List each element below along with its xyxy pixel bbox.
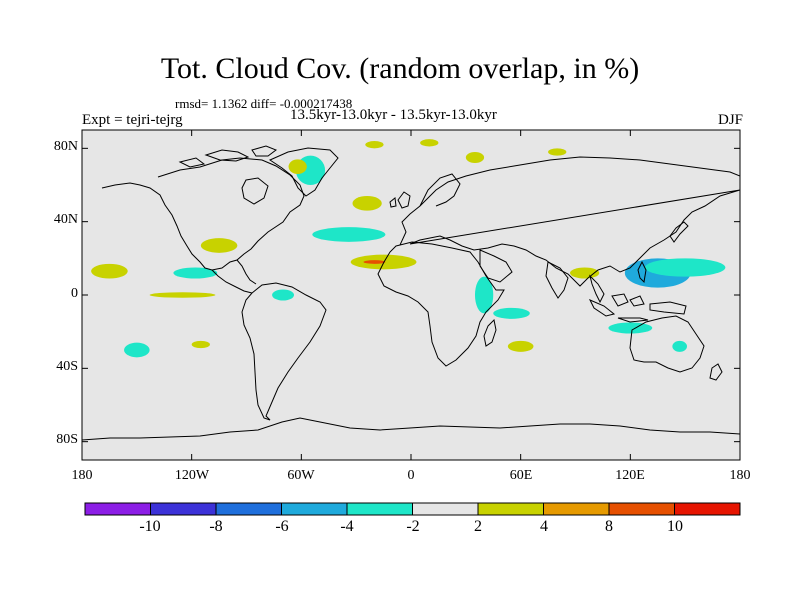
x-tick-label: 180: [729, 468, 751, 483]
axis-ticks: [81, 130, 741, 460]
colorbar-segment: [674, 502, 741, 516]
colorbar-segment: [281, 502, 348, 516]
colorbar-label: 10: [667, 518, 683, 535]
colorbar-segment: [346, 502, 413, 516]
anomaly-west-pacific-edge: [644, 258, 726, 277]
coast-gulf: [236, 259, 257, 285]
y-tick-label: 80S: [56, 432, 78, 447]
anomaly-pacific-n-pos: [91, 263, 128, 279]
anomaly-atlantic-north-neg: [312, 227, 386, 242]
colorbar-label: 8: [605, 518, 613, 535]
anomaly-pacific-c-neg: [173, 267, 218, 279]
colorbar-label: 4: [540, 518, 548, 535]
coast-philippines: [637, 260, 647, 284]
colorbar-segment: [477, 502, 544, 516]
colorbar-label: -4: [340, 518, 354, 535]
coast-greenland: [268, 147, 339, 197]
coast-australia: [629, 315, 705, 373]
colorbar-label: -6: [275, 518, 289, 535]
x-tick-label: 120W: [174, 468, 210, 483]
coast-africa: [377, 241, 505, 367]
x-tick-label: 180: [71, 468, 93, 483]
colorbar-segment: [412, 502, 479, 516]
y-tick-label: 80N: [53, 139, 78, 154]
colorbar-label: -10: [139, 518, 161, 535]
coast-madagascar: [483, 318, 497, 347]
colorbar-label: -2: [406, 518, 420, 535]
anomaly-east-pacific-neg: [124, 342, 150, 358]
colorbar-segment: [608, 502, 675, 516]
x-tick-label: 120E: [615, 468, 645, 483]
plot-title: Tot. Cloud Cov. (random overlap, in %): [160, 52, 640, 85]
colorbar-segment: [215, 502, 282, 516]
coast-south-america: [241, 282, 327, 421]
coast-hudson-bay: [241, 177, 269, 205]
coast-arctic-islands: [178, 145, 278, 168]
coast-new-zealand: [709, 363, 723, 381]
anomaly-maritime-neg: [608, 322, 653, 334]
colorbar-segment: [150, 502, 217, 516]
y-tick-label: 0: [71, 286, 78, 301]
anomaly-sahara-peak: [363, 260, 386, 264]
anomaly-arctic-pos-2: [420, 139, 439, 147]
anomaly-siberia-pos-2: [548, 148, 567, 156]
anomaly-indian-neg: [493, 307, 530, 319]
colorbar-segment: [84, 502, 151, 516]
anomaly-south-atlantic-pos: [191, 340, 210, 349]
anomaly-east-africa-neg: [474, 276, 494, 314]
season-label: DJF: [717, 112, 743, 128]
coast-se-asia: [589, 274, 605, 304]
subtitle-label: 13.5kyr-13.0kyr - 13.5kyr-13.0kyr: [290, 107, 497, 123]
anomaly-layer: [91, 139, 726, 358]
anomaly-equator-pos: [149, 292, 216, 298]
coast-india: [545, 261, 569, 299]
coast-japan: [669, 221, 689, 243]
y-tick-label: 40N: [53, 212, 78, 227]
coast-indonesia: [588, 293, 687, 323]
coast-eurasia: [399, 156, 740, 287]
anomaly-mexico-pos: [200, 238, 238, 253]
stats-label: rmsd= 1.1362 diff= -0.000217438: [175, 96, 353, 111]
colorbar-label: 2: [474, 518, 482, 535]
anomaly-caribbean-neg: [272, 289, 295, 301]
anomaly-arctic-pos-1: [365, 141, 384, 149]
coast-british-isles: [389, 191, 411, 209]
anomaly-siberia-pos-1: [465, 152, 485, 163]
experiment-label: Expt = tejri-tejrg: [82, 112, 183, 128]
x-tick-label: 0: [407, 468, 415, 483]
colorbar: [84, 502, 741, 516]
coastlines: [82, 145, 740, 441]
anomaly-australia-neg: [672, 340, 687, 352]
colorbar-segment: [543, 502, 610, 516]
coast-central-america: [211, 269, 253, 294]
coast-scandinavia: [419, 173, 461, 207]
colorbar-label: -8: [209, 518, 223, 535]
anomaly-atlantic-north-pos: [352, 196, 382, 211]
anomaly-mozambique-pos: [507, 340, 534, 352]
y-tick-label: 40S: [56, 359, 78, 374]
x-tick-label: 60W: [287, 468, 315, 483]
x-tick-label: 60E: [509, 468, 533, 483]
coast-antarctica: [82, 417, 740, 441]
anomaly-india-pos: [570, 267, 600, 279]
anomaly-labrador-pos: [288, 159, 307, 175]
